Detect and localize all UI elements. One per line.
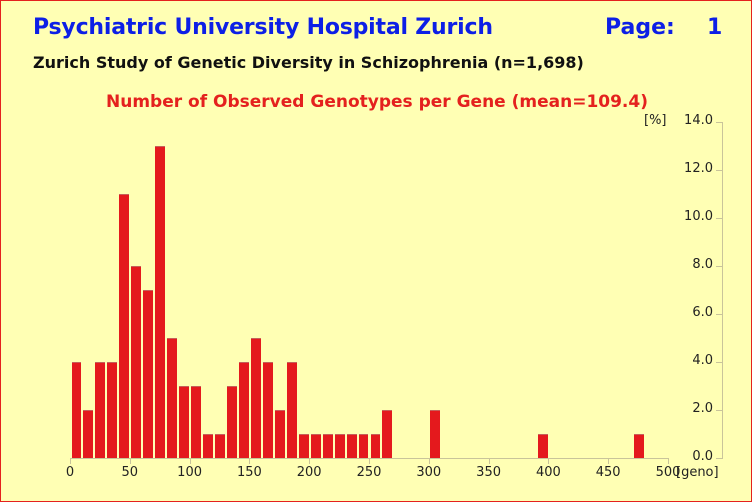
x-tick-mark xyxy=(428,458,430,464)
chart-title: Number of Observed Genotypes per Gene (m… xyxy=(105,92,648,112)
histogram-bar xyxy=(107,362,118,458)
x-tick-label: 450 xyxy=(595,465,621,480)
y-tick-label: 12.0 xyxy=(684,161,713,176)
x-tick-mark xyxy=(488,458,490,464)
x-tick-label: 50 xyxy=(121,465,139,480)
histogram-bar xyxy=(71,362,82,458)
histogram-bar xyxy=(262,362,273,458)
y-tick-label: 6.0 xyxy=(692,305,713,320)
page-number: 1 xyxy=(707,15,723,40)
histogram-bar xyxy=(298,434,309,458)
y-tick-mark xyxy=(716,458,722,459)
page-label: Page: xyxy=(605,15,675,40)
histogram-bar xyxy=(83,410,94,458)
histogram-bar xyxy=(143,290,154,458)
histogram-bar xyxy=(633,434,644,458)
histogram-bar xyxy=(274,410,285,458)
x-tick-label: 100 xyxy=(177,465,202,480)
x-tick-mark xyxy=(70,458,71,464)
histogram-bar xyxy=(286,362,297,458)
y-tick-mark xyxy=(716,410,722,411)
histogram-bar xyxy=(358,434,369,458)
histogram-bar xyxy=(334,434,345,458)
y-tick-mark xyxy=(716,362,722,363)
x-tick-mark xyxy=(369,458,370,464)
x-tick-label: 0 xyxy=(65,465,75,480)
histogram-bar xyxy=(131,266,142,458)
histogram-bar xyxy=(179,386,190,458)
histogram-bar xyxy=(155,146,166,458)
histogram-bar xyxy=(346,434,357,458)
histogram-bar xyxy=(382,410,393,458)
study-subtitle: Zurich Study of Genetic Diversity in Sch… xyxy=(33,53,584,72)
histogram-bar xyxy=(215,434,225,458)
x-tick-label: 400 xyxy=(535,465,561,480)
x-tick-label: 500 xyxy=(655,465,681,480)
histogram-bar xyxy=(537,434,548,458)
histogram-bar xyxy=(226,386,237,458)
y-tick-label: 0.0 xyxy=(692,449,713,464)
x-tick-mark xyxy=(249,458,251,464)
y-tick-mark xyxy=(716,314,722,315)
histogram-bar xyxy=(430,410,441,458)
x-tick-mark xyxy=(548,458,550,464)
y-tick-mark xyxy=(716,266,722,267)
histogram-bar xyxy=(238,362,249,458)
x-tick-mark xyxy=(129,458,131,464)
x-tick-mark xyxy=(309,458,311,464)
histogram-bar xyxy=(191,386,202,458)
hospital-title: Psychiatric University Hospital Zurich xyxy=(33,15,493,40)
x-tick-label: 200 xyxy=(296,465,322,480)
histogram-bar xyxy=(310,434,321,458)
x-tick-label: 150 xyxy=(236,465,262,480)
x-tick-mark xyxy=(668,458,669,464)
y-axis-line xyxy=(722,122,723,459)
y-tick-label: 4.0 xyxy=(692,353,713,368)
y-tick-label: 14.0 xyxy=(684,113,713,128)
histogram-bar xyxy=(95,362,106,458)
y-tick-mark xyxy=(716,170,722,171)
x-tick-label: 300 xyxy=(416,465,442,480)
x-tick-mark xyxy=(608,458,610,464)
y-tick-mark xyxy=(716,218,722,219)
y-axis-unit: [%] xyxy=(644,113,667,128)
histogram-bar xyxy=(250,338,261,458)
y-tick-label: 2.0 xyxy=(692,401,713,416)
x-tick-label: 250 xyxy=(356,465,382,480)
histogram-bar xyxy=(167,338,178,458)
y-tick-label: 10.0 xyxy=(684,209,713,224)
histogram-bar xyxy=(322,434,333,458)
histogram-bar xyxy=(119,194,130,458)
y-tick-mark xyxy=(716,122,722,123)
x-tick-mark xyxy=(189,458,191,464)
histogram-bar xyxy=(370,434,381,458)
histogram-bar xyxy=(203,434,213,458)
y-tick-label: 8.0 xyxy=(692,257,713,272)
x-tick-label: 350 xyxy=(476,465,501,480)
x-axis-unit: [geno] xyxy=(676,465,719,480)
